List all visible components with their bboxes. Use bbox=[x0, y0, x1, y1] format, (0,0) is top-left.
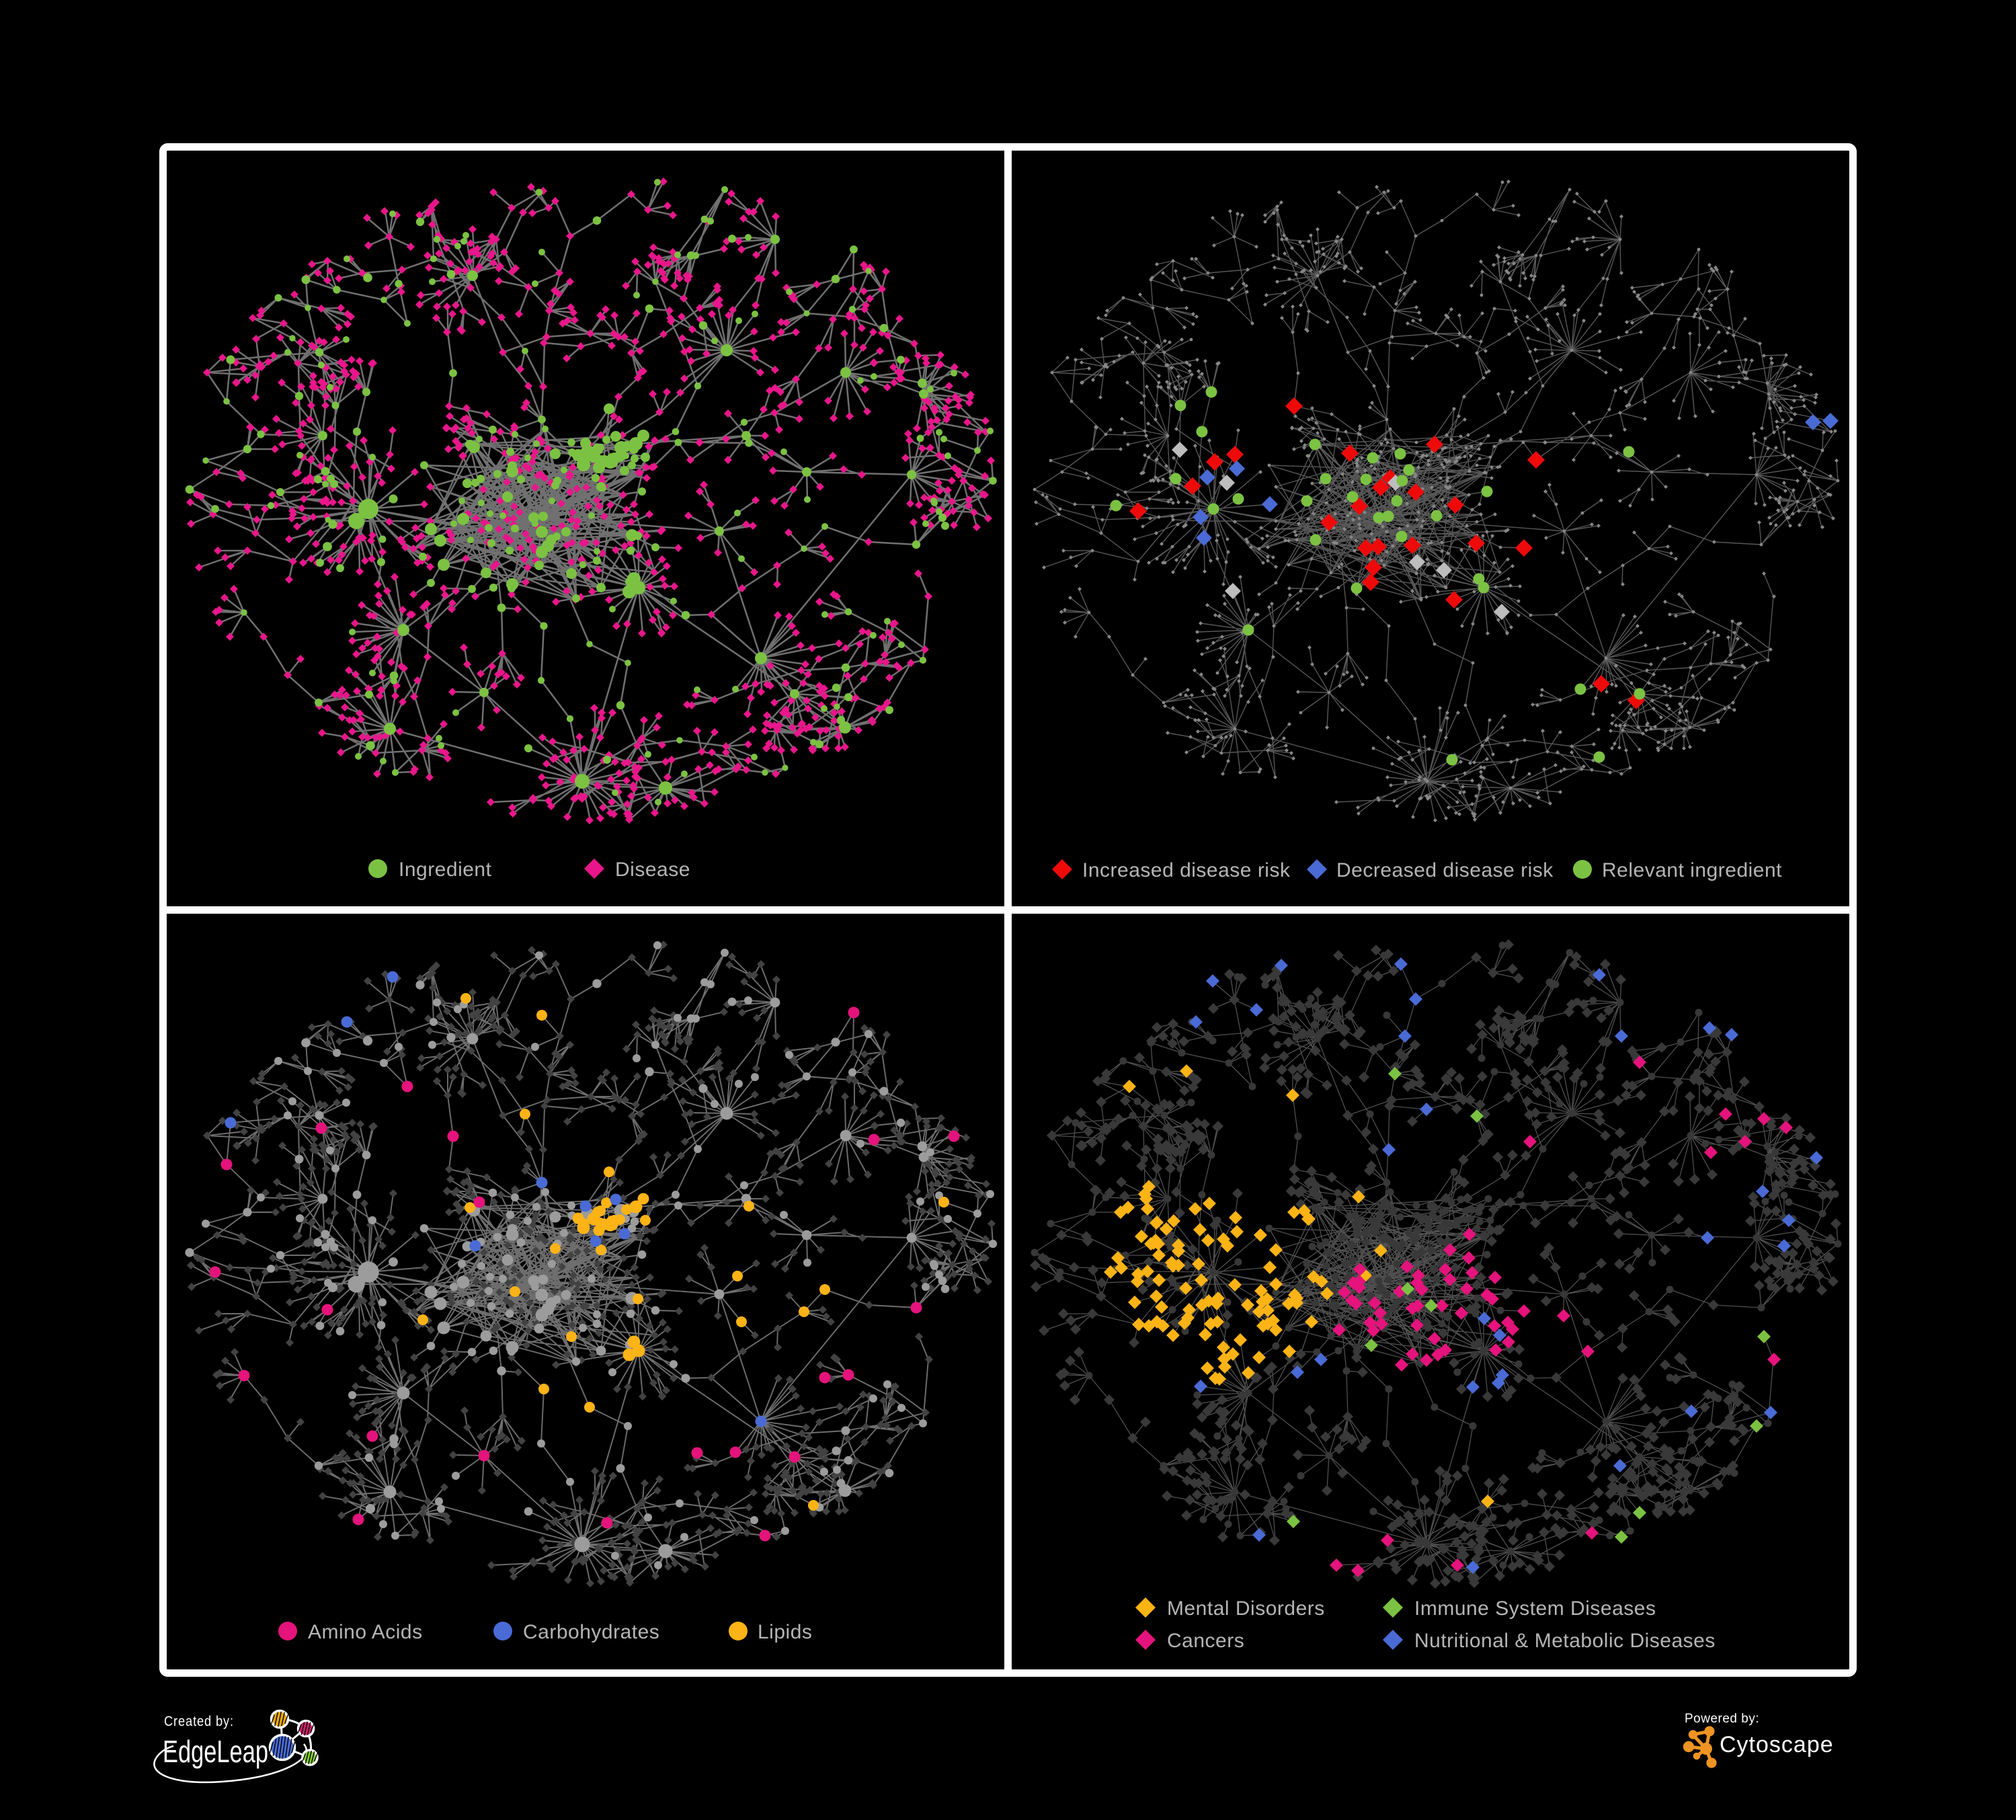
svg-text:Powered by:: Powered by: bbox=[1685, 1712, 1759, 1726]
svg-text:Cytoscape: Cytoscape bbox=[1720, 1732, 1834, 1757]
svg-text:Disease: Disease bbox=[615, 859, 690, 881]
svg-text:Created by:: Created by: bbox=[164, 1714, 234, 1729]
svg-text:Immune System Diseases: Immune System Diseases bbox=[1414, 1597, 1656, 1620]
svg-text:Nutritional & Metabolic Diseas: Nutritional & Metabolic Diseases bbox=[1414, 1630, 1716, 1652]
svg-text:Relevant ingredient: Relevant ingredient bbox=[1602, 859, 1782, 881]
svg-text:Carbohydrates: Carbohydrates bbox=[523, 1621, 659, 1643]
svg-text:Increased disease risk: Increased disease risk bbox=[1082, 859, 1291, 881]
svg-text:Mental Disorders: Mental Disorders bbox=[1167, 1597, 1325, 1620]
svg-text:Ingredient: Ingredient bbox=[399, 859, 492, 881]
svg-text:Decreased disease risk: Decreased disease risk bbox=[1336, 859, 1554, 881]
svg-text:Lipids: Lipids bbox=[758, 1621, 812, 1643]
svg-text:EdgeLeap: EdgeLeap bbox=[163, 1734, 268, 1769]
svg-text:Cancers: Cancers bbox=[1167, 1630, 1244, 1652]
svg-text:Amino Acids: Amino Acids bbox=[308, 1621, 423, 1643]
